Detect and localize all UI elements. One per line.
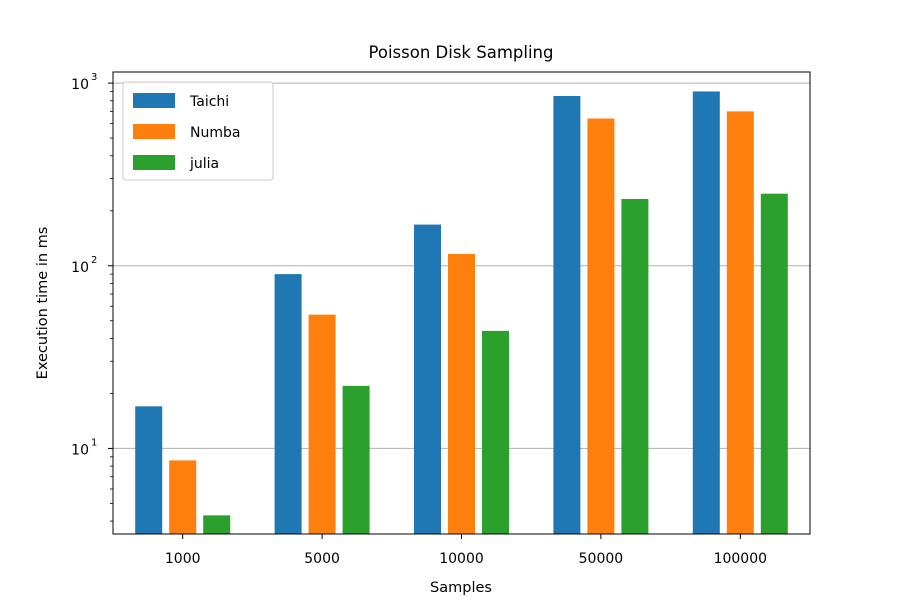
legend-swatch-numba <box>133 124 175 139</box>
legend: Taichi Numba julia <box>122 81 274 181</box>
bar-julia-50000 <box>621 198 649 534</box>
legend-swatch-julia <box>133 155 175 170</box>
y-tick-label-exponent: 3 <box>91 72 97 83</box>
chart-title: Poisson Disk Sampling <box>369 43 554 62</box>
x-tick-label: 5000 <box>304 551 340 567</box>
legend-label-numba: Numba <box>190 125 240 141</box>
bar-numba-100000 <box>726 111 754 534</box>
x-tick-label: 100000 <box>714 551 767 567</box>
y-tick-label-exponent: 1 <box>91 437 97 448</box>
bar-julia-100000 <box>760 193 788 534</box>
x-axis-label: Samples <box>430 580 492 596</box>
bars <box>135 91 788 535</box>
y-tick-label-exponent: 2 <box>91 255 97 266</box>
y-tick-label: 10 <box>71 260 89 276</box>
y-tick-label-base: 10 <box>71 442 89 458</box>
bar-numba-5000 <box>308 314 336 534</box>
bar-numba-50000 <box>587 118 615 535</box>
legend-label-julia: julia <box>189 156 219 172</box>
x-tick-label: 1000 <box>165 551 201 567</box>
x-tick-label: 10000 <box>439 551 484 567</box>
bar-julia-10000 <box>482 330 509 534</box>
bar-taichi-1000 <box>135 406 163 534</box>
bar-numba-1000 <box>169 460 197 534</box>
bar-taichi-50000 <box>553 95 581 534</box>
x-tick-label: 50000 <box>579 551 624 567</box>
y-tick-label: 10 <box>71 77 89 93</box>
bar-julia-1000 <box>203 515 231 534</box>
bar-taichi-10000 <box>414 224 441 535</box>
y-tick-label-base: 10 <box>71 77 89 93</box>
bar-taichi-100000 <box>692 91 720 534</box>
y-axis-label: Execution time in ms <box>35 227 51 380</box>
bar-julia-5000 <box>342 385 370 534</box>
legend-label-taichi: Taichi <box>189 94 229 110</box>
bar-numba-10000 <box>448 253 475 534</box>
y-tick-label: 10 <box>71 442 89 458</box>
y-tick-label-base: 10 <box>71 260 89 276</box>
bar-taichi-5000 <box>274 274 302 534</box>
legend-swatch-taichi <box>133 93 175 108</box>
